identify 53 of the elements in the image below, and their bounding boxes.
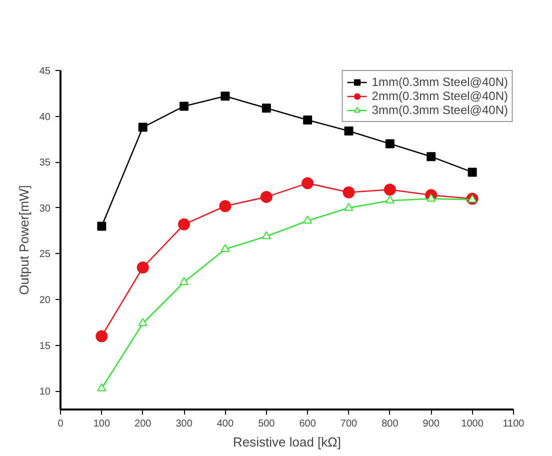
legend-label: 3mm(0.3mm Steel@40N) [372, 103, 508, 117]
point [426, 194, 436, 202]
point [220, 92, 230, 101]
point [426, 152, 436, 162]
x-tick-label: 700 [340, 418, 358, 430]
y-tick-label: 15 [39, 340, 51, 352]
point [180, 277, 189, 285]
point [384, 184, 396, 196]
x-tick-label: 300 [176, 418, 193, 430]
x-tick-label: 1000 [461, 418, 484, 430]
point [97, 383, 106, 392]
x-tick-label: 800 [382, 418, 399, 430]
point [260, 190, 272, 203]
legend-label: 1mm(0.3mm Steel@40N) [372, 75, 508, 89]
point [97, 222, 106, 231]
point [262, 231, 271, 240]
point [219, 200, 232, 212]
x-tick-label: 600 [299, 418, 316, 430]
point [220, 244, 230, 252]
x-tick-label: 0 [58, 418, 64, 430]
point [180, 102, 189, 111]
y-tick-label: 20 [39, 295, 51, 306]
point [468, 194, 477, 202]
point [178, 218, 190, 230]
point [138, 318, 148, 326]
y-tick-label: 30 [39, 203, 51, 214]
y-axis-title: Output Power[mW] [16, 185, 32, 295]
legend-label: 2mm(0.3mm Steel@40N) [372, 89, 508, 103]
y-tick-label: 35 [39, 158, 51, 169]
x-tick-label: 900 [422, 418, 440, 430]
point [342, 186, 355, 198]
point [344, 126, 354, 136]
x-axis-title: Resistive load [kΩ] [233, 434, 341, 450]
point [136, 261, 149, 274]
y-tick-label: 25 [39, 249, 51, 260]
y-tick-label: 40 [39, 112, 51, 123]
x-tick-label: 200 [134, 418, 152, 430]
y-tick-label: 45 [39, 66, 51, 77]
point [344, 202, 354, 211]
x-tick-label: 400 [216, 418, 234, 430]
x-tick-label: 1100 [502, 418, 525, 430]
point [303, 216, 312, 224]
point [96, 330, 108, 342]
point [302, 177, 314, 190]
point [262, 104, 271, 113]
point [468, 168, 477, 177]
point [138, 122, 148, 132]
y-tick-label: 10 [39, 386, 51, 398]
x-tick-label: 500 [258, 418, 276, 430]
point [385, 195, 394, 204]
x-tick-label: 100 [93, 418, 110, 430]
point [385, 139, 394, 148]
point [303, 115, 312, 124]
